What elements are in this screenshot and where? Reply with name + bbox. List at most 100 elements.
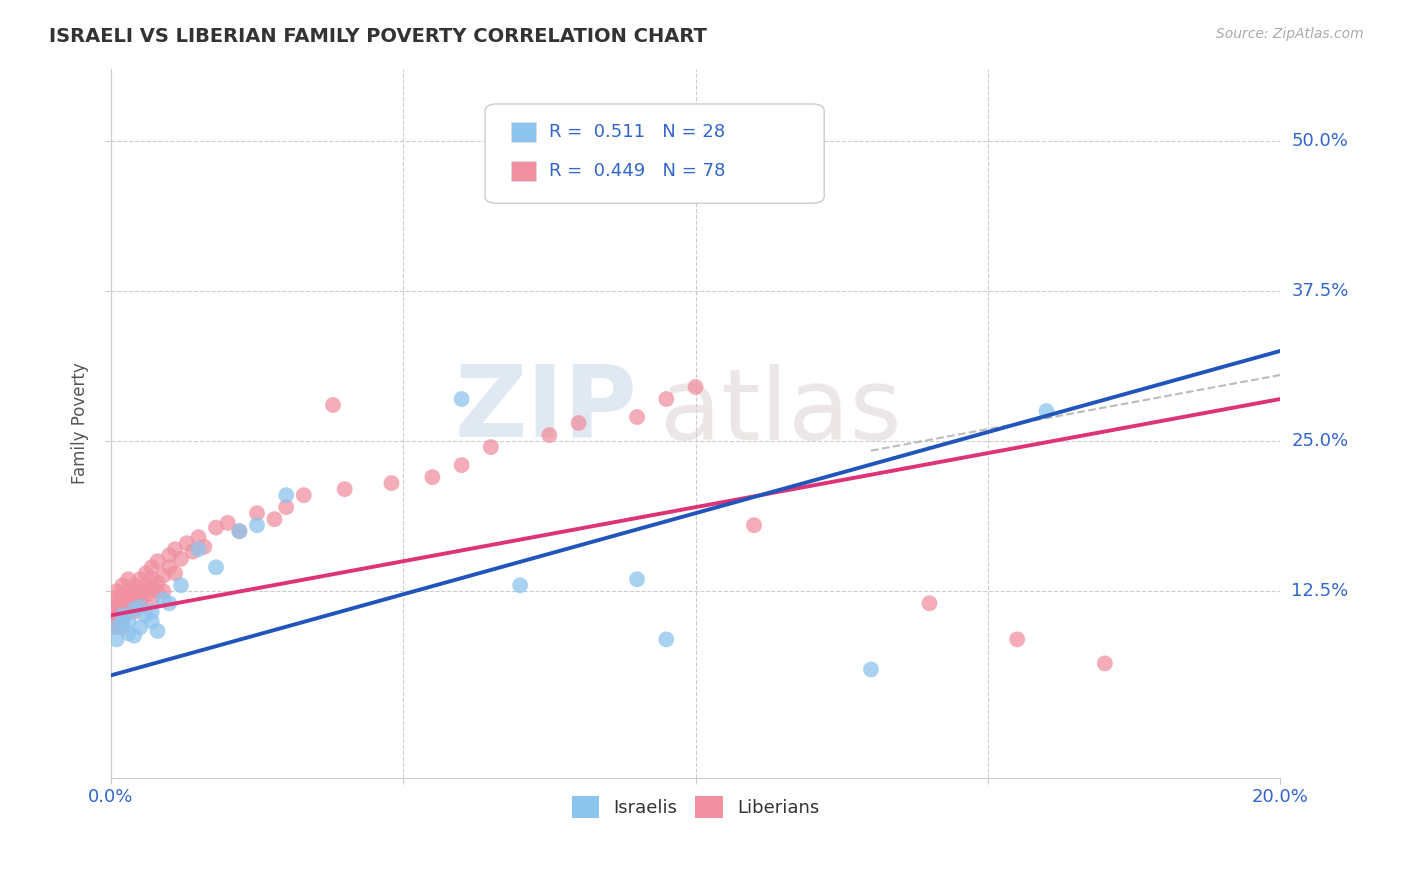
Point xyxy=(105,632,128,647)
FancyBboxPatch shape xyxy=(510,121,537,142)
Point xyxy=(111,620,134,634)
Point xyxy=(246,506,269,520)
Point xyxy=(152,568,174,582)
Point xyxy=(122,602,145,616)
Point xyxy=(122,599,145,614)
Y-axis label: Family Poverty: Family Poverty xyxy=(72,362,89,484)
Point xyxy=(450,458,472,472)
Point xyxy=(141,560,163,574)
Point xyxy=(105,620,128,634)
Point xyxy=(422,470,444,484)
Point xyxy=(626,410,648,425)
Point xyxy=(450,392,472,406)
Point xyxy=(276,500,298,515)
Point xyxy=(105,596,128,610)
Point xyxy=(111,612,134,626)
Point xyxy=(176,536,198,550)
Point xyxy=(276,488,298,502)
Legend: Israelis, Liberians: Israelis, Liberians xyxy=(565,789,827,825)
Point xyxy=(111,578,134,592)
Point xyxy=(568,416,591,430)
Text: R =  0.511   N = 28: R = 0.511 N = 28 xyxy=(550,122,725,141)
Point xyxy=(117,572,139,586)
Point xyxy=(205,520,228,534)
Point xyxy=(322,398,344,412)
Text: Source: ZipAtlas.com: Source: ZipAtlas.com xyxy=(1216,27,1364,41)
Point xyxy=(141,592,163,607)
Point xyxy=(146,554,169,568)
Point xyxy=(105,591,128,605)
Point xyxy=(111,616,134,631)
Text: ZIP: ZIP xyxy=(454,360,637,458)
Point xyxy=(1005,632,1028,647)
Point xyxy=(117,596,139,610)
Point xyxy=(141,605,163,619)
Point xyxy=(146,624,169,638)
Point xyxy=(263,512,285,526)
Point xyxy=(685,380,707,394)
Point xyxy=(626,572,648,586)
FancyBboxPatch shape xyxy=(510,161,537,180)
Point xyxy=(380,476,402,491)
Text: ISRAELI VS LIBERIAN FAMILY POVERTY CORRELATION CHART: ISRAELI VS LIBERIAN FAMILY POVERTY CORRE… xyxy=(49,27,707,45)
Point xyxy=(122,629,145,643)
Point xyxy=(129,584,152,599)
Point xyxy=(129,599,152,614)
Point xyxy=(135,588,157,602)
Point xyxy=(105,599,128,614)
Point xyxy=(117,626,139,640)
Point xyxy=(122,578,145,592)
Point xyxy=(165,566,187,581)
Point xyxy=(187,542,209,557)
Point xyxy=(538,428,561,442)
Point xyxy=(152,592,174,607)
Point xyxy=(333,482,356,496)
Point xyxy=(122,605,145,619)
Point xyxy=(509,578,531,592)
Point xyxy=(146,584,169,599)
Text: atlas: atlas xyxy=(661,364,903,461)
Point xyxy=(655,632,678,647)
Point xyxy=(918,596,941,610)
Point xyxy=(170,552,193,566)
Point xyxy=(111,592,134,607)
Point xyxy=(111,608,134,623)
Point xyxy=(655,392,678,406)
Point xyxy=(129,588,152,602)
Point xyxy=(141,581,163,595)
Point xyxy=(146,575,169,590)
Point xyxy=(157,596,180,610)
Point xyxy=(111,608,134,623)
Point xyxy=(141,615,163,629)
Point xyxy=(122,584,145,599)
Point xyxy=(157,548,180,562)
Text: 25.0%: 25.0% xyxy=(1292,432,1348,450)
Point xyxy=(246,518,269,533)
Text: 12.5%: 12.5% xyxy=(1292,582,1348,600)
Point xyxy=(111,605,134,619)
Point xyxy=(165,542,187,557)
Text: 37.5%: 37.5% xyxy=(1292,282,1348,300)
Text: 50.0%: 50.0% xyxy=(1292,132,1348,150)
Point xyxy=(117,615,139,629)
Point xyxy=(105,608,128,623)
Point xyxy=(129,620,152,634)
Point xyxy=(111,588,134,602)
Point xyxy=(479,440,502,454)
Point xyxy=(105,615,128,629)
Point xyxy=(205,560,228,574)
Point xyxy=(141,572,163,586)
FancyBboxPatch shape xyxy=(485,104,824,203)
Point xyxy=(111,602,134,616)
Point xyxy=(117,602,139,616)
Point xyxy=(135,566,157,581)
Point xyxy=(292,488,315,502)
Point xyxy=(117,592,139,607)
Point xyxy=(122,592,145,607)
Point xyxy=(217,516,239,530)
Point xyxy=(187,530,209,544)
Point xyxy=(1094,657,1116,671)
Point xyxy=(157,560,180,574)
Point xyxy=(181,544,204,558)
Point xyxy=(193,540,215,554)
